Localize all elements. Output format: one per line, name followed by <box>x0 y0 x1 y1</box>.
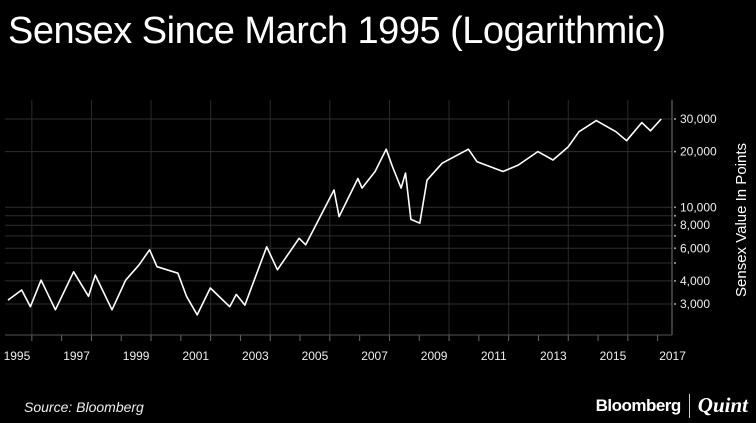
x-tick-label: 2001 <box>182 349 209 363</box>
x-tick-label: 2015 <box>600 349 627 363</box>
y-tick <box>674 150 676 153</box>
y-tick <box>674 206 676 209</box>
logo-divider <box>688 393 690 418</box>
chart-title: Sensex Since March 1995 (Logarithmic) <box>8 10 666 52</box>
y-axis-label: Sensex Value In Points <box>733 143 750 297</box>
y-tick-label: 8,000 <box>680 218 710 232</box>
y-tick-label: 3,000 <box>680 297 710 311</box>
x-tick-label: 2017 <box>659 349 686 363</box>
x-tick-label: 1997 <box>63 349 90 363</box>
brand-logo: Bloomberg Quint <box>596 393 748 418</box>
y-tick-label: 6,000 <box>680 241 710 255</box>
bloomberg-logo-text: Bloomberg <box>595 395 682 415</box>
axes <box>5 100 676 341</box>
y-tick <box>674 279 676 282</box>
gridlines <box>5 100 672 335</box>
y-tick <box>674 234 676 237</box>
y-tick <box>674 118 676 120</box>
y-tick <box>674 224 676 227</box>
x-tick-label: 2013 <box>540 349 567 363</box>
y-tick-label: 30,000 <box>680 112 717 126</box>
x-axis-tick-labels: 1995 1997 1999 2001 2003 2005 2007 2009 2011 2013… <box>4 349 687 363</box>
x-tick-label: 2005 <box>302 349 329 363</box>
x-tick-label: 2003 <box>242 349 269 363</box>
y-tick-label: 10,000 <box>680 200 717 214</box>
y-tick <box>674 247 676 250</box>
x-tick-label: 2011 <box>481 349 507 363</box>
y-tick <box>674 303 676 305</box>
x-tick-label: 2007 <box>361 349 388 363</box>
x-tick-label: 2009 <box>421 349 448 363</box>
y-tick <box>674 214 676 217</box>
x-tick-label: 1999 <box>123 349 150 363</box>
x-tick-label: 1995 <box>4 349 31 363</box>
y-tick-label: 20,000 <box>680 145 717 159</box>
y-tick <box>674 261 676 264</box>
source-note: Source: Bloomberg <box>24 399 144 415</box>
sensex-series-line <box>7 118 662 316</box>
y-axis-tick-labels: 30,000 20,000 10,000 8,000 6,000 4,000 3,000 <box>680 112 717 311</box>
quint-logo-text: Quint <box>697 393 748 417</box>
y-tick-label: 4,000 <box>680 274 710 288</box>
